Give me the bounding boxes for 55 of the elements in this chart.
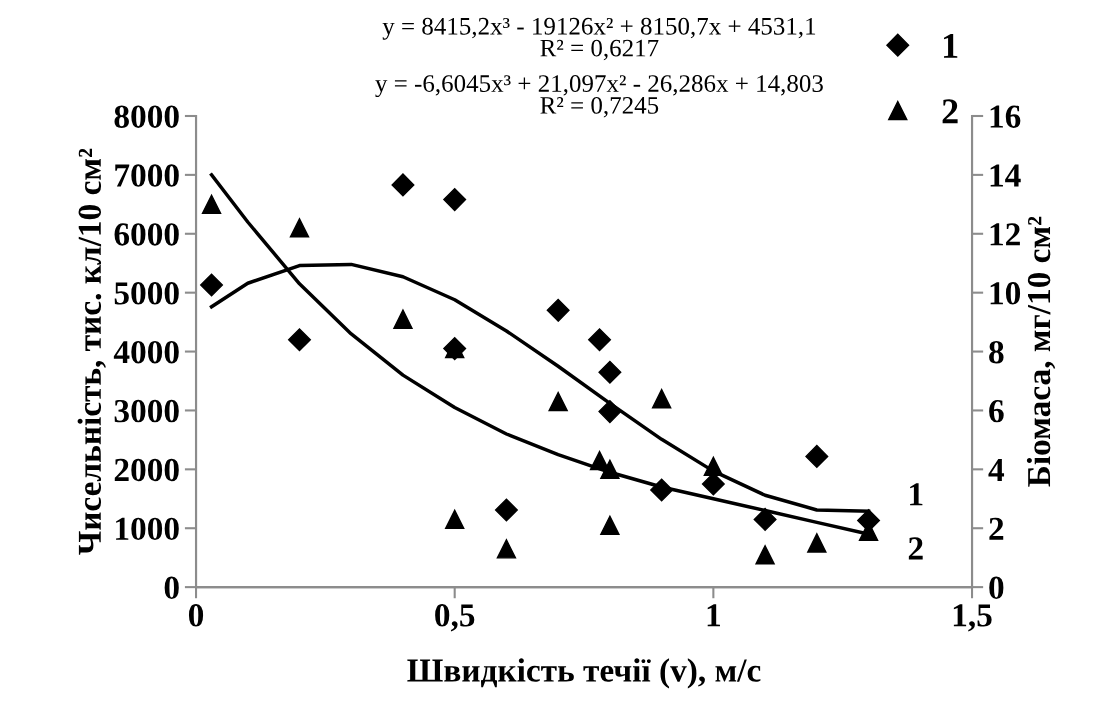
legend-label: 2 [942,99,958,124]
y2-tick-label: 14 [990,164,1021,187]
y2-tick-label: 12 [990,223,1020,246]
y2-tick-label: 16 [990,105,1021,128]
y2-axis-title: Біомаса, мг/10 см² [1026,216,1056,487]
y2-tick-label: 8 [989,340,1004,364]
point [600,515,620,536]
x-tick-label: 0,5 [435,604,475,632]
y-tick-label: 5000 [114,282,179,305]
y-axis-title: Чисельність, тис. кл/10 см² [77,148,106,555]
y-tick-label: 8000 [114,105,179,128]
point [755,545,775,565]
y2-tick-label: 6 [989,399,1004,423]
point [805,444,829,468]
annotation: 1 [910,483,923,506]
point [598,400,622,424]
y2-tick-label: 4 [988,458,1005,481]
y2-tick-label: 0 [989,576,1004,600]
point [753,507,777,531]
point [494,498,518,522]
y-tick-label: 0 [164,576,179,600]
point [496,539,517,559]
point [201,194,222,215]
point [703,456,724,477]
x-tick-label: 1 [707,604,720,627]
point [548,391,568,412]
point [289,218,310,238]
y-tick-label: 2000 [114,458,179,482]
y2-tick-label: 2 [989,517,1004,540]
point [588,328,612,352]
text: y = 8415,2x³ - 19126x² + 8150,7x + 4531,1 R² = 0,6217 [382,17,816,61]
point [598,360,622,384]
y-tick-label: 6000 [114,223,179,246]
point [589,450,610,471]
x-axis-title: Швидкість течії (v), м/с [407,658,761,689]
y-tick-label: 1000 [116,517,179,541]
point [443,188,467,212]
point [600,459,620,480]
annotation: 2 [908,537,923,560]
point [444,509,465,530]
y-tick-label: 4000 [113,340,179,364]
annotation: y = -6,6045x³ + 21,097x² - 26,286x + 14,803 R² = 0,7245 [375,75,823,118]
y-tick-label: 7000 [115,164,179,187]
x-tick-label: 1,5 [953,604,992,632]
y2-tick-label: 10 [990,282,1021,305]
point [287,328,311,352]
point [546,298,570,322]
point [651,388,672,409]
legend-label: 1 [943,33,958,58]
point [200,273,224,297]
y-tick-label: 3000 [114,399,179,423]
point [393,309,413,329]
point [807,533,827,553]
point [391,173,415,197]
x-tick-label: 0 [188,604,204,627]
